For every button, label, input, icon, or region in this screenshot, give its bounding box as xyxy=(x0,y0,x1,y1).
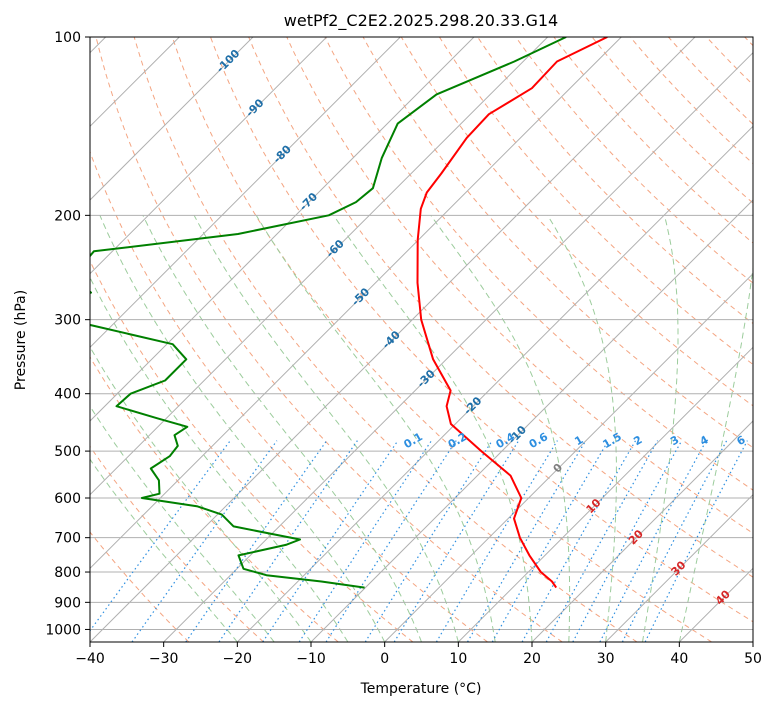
y-tick-label: 400 xyxy=(54,387,81,403)
dry-adiabat-line xyxy=(400,37,753,407)
moist-adiabat-line xyxy=(142,215,422,642)
moist-adiabat-line xyxy=(90,276,349,642)
plot-area: -100-90-80-70-60-50-40-30-20-10010203040… xyxy=(90,37,753,642)
y-tick-label: 100 xyxy=(54,30,81,46)
y-tick-label: 200 xyxy=(54,208,81,224)
isotherm-line xyxy=(310,199,753,642)
dry-adiabat-line xyxy=(248,37,753,578)
isotherm-line xyxy=(90,37,401,349)
y-axis-label: Pressure (hPa) xyxy=(13,290,29,390)
x-tick-label: −30 xyxy=(149,651,179,667)
moist-adiabat-line xyxy=(90,458,238,642)
x-tick-label: 50 xyxy=(744,651,762,667)
y-tick-label: 600 xyxy=(54,491,81,507)
plot-frame xyxy=(89,36,754,643)
dry-adiabat-line xyxy=(515,37,753,284)
isotherm-line xyxy=(90,37,328,275)
mixing-ratio-line xyxy=(572,440,683,642)
x-tick-label: 40 xyxy=(670,651,688,667)
mixing-ratio-lines xyxy=(90,440,748,642)
dry-adiabat-line xyxy=(438,37,753,366)
isotherm-line xyxy=(236,125,753,642)
dry-adiabat-line xyxy=(90,445,264,642)
moist-adiabat-line xyxy=(642,215,679,642)
dry-adiabat-line xyxy=(171,37,712,642)
dry-adiabat-line xyxy=(90,531,190,642)
x-tick-label: −10 xyxy=(296,651,326,667)
x-tick-label: −20 xyxy=(223,651,253,667)
mixing-ratio-line xyxy=(491,440,609,642)
y-tick-label: 300 xyxy=(54,313,81,329)
mixing-ratio-line xyxy=(599,440,707,642)
dry-adiabat-line xyxy=(95,37,563,642)
y-tick-label: 1000 xyxy=(45,622,81,638)
isotherm-line xyxy=(90,37,475,422)
x-axis-label: Temperature (°C) xyxy=(360,681,482,697)
isotherm-line xyxy=(163,51,753,642)
moist-adiabat-line xyxy=(678,264,753,642)
pressure-gridlines xyxy=(90,37,753,630)
mixing-ratio-line xyxy=(393,440,520,642)
dry-adiabat-line xyxy=(210,37,753,623)
moist-adiabat-line xyxy=(90,405,275,642)
x-tick-label: 30 xyxy=(597,651,615,667)
mixing-ratio-line xyxy=(131,440,278,642)
mixing-ratio-line xyxy=(466,440,587,642)
y-axis: 100 200 300 400 500 600 700 800 900 1000 xyxy=(45,30,90,638)
dry-adiabat-line xyxy=(90,150,488,642)
isotherm-line xyxy=(90,37,696,642)
mixing-ratio-line xyxy=(644,440,748,642)
mixing-ratio-line xyxy=(364,440,493,642)
x-tick-label: 0 xyxy=(380,651,389,667)
mixing-ratio-line xyxy=(621,440,728,642)
y-tick-label: 700 xyxy=(54,531,81,547)
isotherms xyxy=(90,37,753,642)
mixing-ratio-line xyxy=(435,440,558,642)
dewpoint-profile-line xyxy=(90,37,567,589)
moist-adiabat-line xyxy=(99,215,386,642)
isotherm-line xyxy=(90,37,254,201)
mixing-ratio-line xyxy=(298,440,432,642)
y-tick-label: 900 xyxy=(54,595,81,611)
x-tick-label: −40 xyxy=(75,651,105,667)
moist-adiabat-line xyxy=(430,215,571,642)
mixing-ratio-line xyxy=(185,440,328,642)
isotherm-line xyxy=(531,420,753,642)
chart-title: wetPf2_C2E2.2025.298.20.33.G14 xyxy=(284,11,558,31)
isotherm-line xyxy=(90,37,622,570)
mixing-ratio-line xyxy=(545,440,659,642)
x-tick-label: 20 xyxy=(523,651,541,667)
x-axis: −40 −30 −20 −10 0 10 20 30 40 50 xyxy=(75,642,762,667)
x-tick-label: 10 xyxy=(449,651,467,667)
moist-adiabat-line xyxy=(193,215,459,642)
moist-adiabat-line xyxy=(333,215,533,642)
y-tick-label: 800 xyxy=(54,565,81,581)
isotherm-line xyxy=(384,272,753,642)
isotherm-line xyxy=(90,37,549,496)
sounding-profiles xyxy=(90,37,608,589)
dry-adiabat-line xyxy=(133,37,638,642)
isotherm-line xyxy=(605,493,753,642)
moist-adiabat-line xyxy=(547,215,617,642)
isotherm-line xyxy=(457,346,753,642)
mixing-ratio-line xyxy=(521,440,637,642)
y-tick-label: 500 xyxy=(54,444,81,460)
temperature-profile-line xyxy=(416,37,608,589)
